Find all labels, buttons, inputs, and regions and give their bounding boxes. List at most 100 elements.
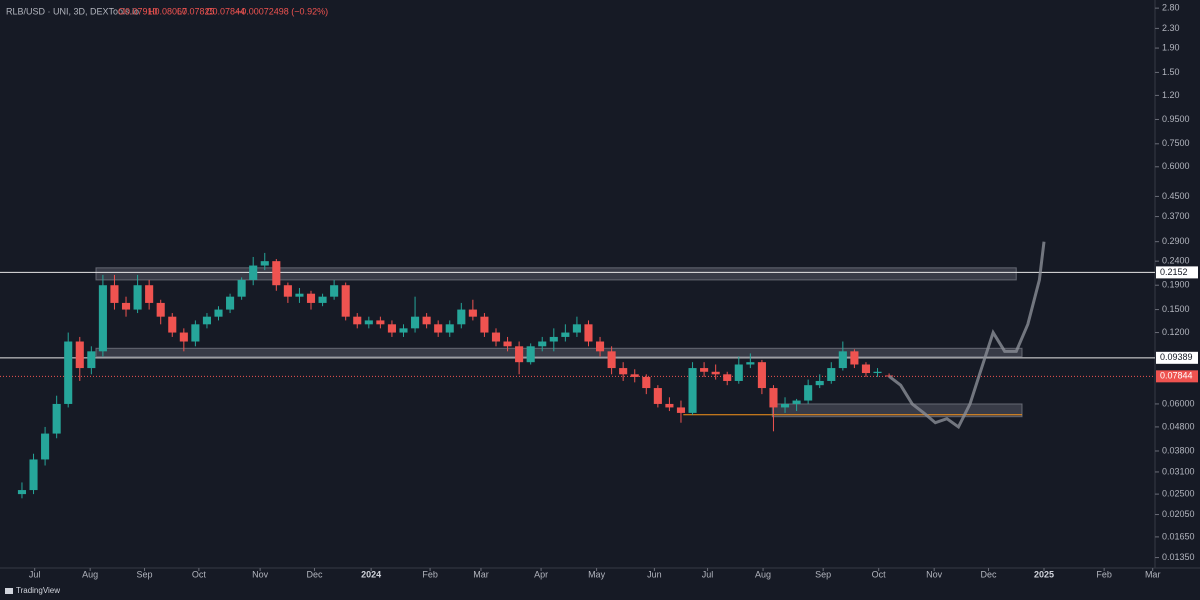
brand: TradingView bbox=[5, 586, 60, 595]
y-tick-label: 2.80 bbox=[1162, 3, 1180, 13]
y-tick-label: 0.1200 bbox=[1162, 327, 1190, 337]
candle-body bbox=[110, 285, 119, 303]
candle-body bbox=[827, 368, 836, 381]
brand-name: TradingView bbox=[16, 586, 60, 595]
zone bbox=[95, 267, 1017, 281]
candle-body bbox=[480, 316, 489, 333]
candle-body bbox=[283, 285, 292, 297]
level-label-box bbox=[1156, 351, 1198, 364]
candle-body bbox=[364, 320, 373, 325]
zone bbox=[95, 347, 1023, 358]
candle-body bbox=[630, 374, 639, 377]
candle-body bbox=[873, 371, 882, 374]
x-tick-label: Feb bbox=[1096, 569, 1112, 579]
y-tick-label: 0.3700 bbox=[1162, 211, 1190, 221]
y-tick-label: 1.50 bbox=[1162, 67, 1180, 77]
x-tick-label: Nov bbox=[252, 569, 269, 579]
candle-body bbox=[64, 341, 73, 404]
candle-body bbox=[387, 324, 396, 333]
candle-body bbox=[700, 368, 709, 372]
y-tick-label: 0.1900 bbox=[1162, 280, 1190, 290]
candle-body bbox=[399, 328, 408, 333]
candle-body bbox=[676, 407, 686, 413]
y-tick-label: 0.4500 bbox=[1162, 191, 1190, 201]
brand-logo bbox=[5, 588, 13, 594]
y-tick-label: 2.30 bbox=[1162, 23, 1180, 33]
candle-body bbox=[769, 388, 778, 408]
candle-body bbox=[52, 403, 61, 434]
candle-body bbox=[98, 285, 107, 352]
last-price-label: 0.07844 bbox=[1160, 371, 1193, 381]
candle-body bbox=[711, 371, 720, 375]
candle-body bbox=[168, 316, 177, 333]
candle-body bbox=[411, 316, 420, 329]
x-tick-label: Oct bbox=[192, 569, 207, 579]
x-tick-label: Aug bbox=[755, 569, 771, 579]
candle-body bbox=[885, 375, 894, 377]
y-tick-label: 0.03800 bbox=[1162, 445, 1195, 455]
candle-body bbox=[653, 388, 662, 404]
candle-body bbox=[29, 459, 38, 491]
candle-body bbox=[526, 346, 535, 363]
open: O0.07910 bbox=[118, 6, 158, 16]
candle-body bbox=[688, 368, 697, 413]
candle-body bbox=[804, 385, 813, 401]
x-tick-label: Jul bbox=[29, 569, 41, 579]
y-tick-label: 0.01650 bbox=[1162, 531, 1195, 541]
candle-body bbox=[295, 293, 304, 297]
x-tick-label: Apr bbox=[534, 569, 548, 579]
candle-body bbox=[133, 285, 142, 310]
projection-path bbox=[888, 241, 1046, 430]
candle-body bbox=[850, 351, 859, 365]
candle-body bbox=[607, 351, 616, 369]
x-tick-label: Dec bbox=[981, 569, 998, 579]
candle-body bbox=[237, 279, 246, 297]
x-tick-label: Dec bbox=[306, 569, 323, 579]
x-tick-label: Nov bbox=[926, 569, 943, 579]
candle-body bbox=[584, 324, 593, 342]
y-tick-label: 0.02500 bbox=[1162, 488, 1195, 498]
change: −0.00072498 (−0.92%) bbox=[236, 6, 328, 16]
candle-body bbox=[595, 341, 605, 352]
candle-body bbox=[272, 261, 281, 286]
candle-body bbox=[792, 400, 801, 404]
candle-body bbox=[260, 261, 269, 266]
candle-body bbox=[330, 285, 339, 297]
x-tick-label: Sep bbox=[815, 569, 831, 579]
candle-body bbox=[815, 380, 824, 386]
x-tick-label: Jul bbox=[702, 569, 714, 579]
y-tick-label: 0.6000 bbox=[1162, 161, 1190, 171]
candle-body bbox=[723, 374, 732, 381]
x-tick-label: Feb bbox=[422, 569, 438, 579]
y-tick-label: 0.2400 bbox=[1162, 256, 1190, 266]
chart-header: RLB/USD · UNI, 3D, DEXTools.io O0.07910 … bbox=[6, 6, 328, 16]
candle-body bbox=[191, 324, 200, 342]
y-tick-label: 0.04800 bbox=[1162, 421, 1195, 431]
candle-body bbox=[145, 285, 154, 303]
candle-body bbox=[17, 490, 27, 495]
x-tick-label: May bbox=[588, 569, 606, 579]
candle-body bbox=[306, 293, 316, 303]
x-tick-label: Oct bbox=[872, 569, 887, 579]
y-tick-label: 0.1500 bbox=[1162, 304, 1190, 314]
candle-body bbox=[353, 316, 362, 325]
candle-body bbox=[422, 316, 431, 325]
candle-body bbox=[468, 309, 477, 317]
x-tick-label: Mar bbox=[1145, 569, 1161, 579]
level-label: 0.2152 bbox=[1160, 267, 1188, 277]
symbol: RLB/USD · UNI, 3D, DEXTools.io bbox=[6, 6, 139, 16]
candle-body bbox=[445, 324, 454, 333]
candle-body bbox=[457, 309, 466, 325]
candle-body bbox=[665, 403, 674, 408]
candle-body bbox=[41, 433, 50, 460]
candle-body bbox=[757, 362, 766, 389]
candle-body bbox=[549, 336, 558, 342]
candle-body bbox=[734, 364, 743, 381]
candle-body bbox=[434, 324, 443, 333]
high: H0.08067 bbox=[148, 6, 187, 16]
candle-body bbox=[619, 368, 628, 375]
candle-body bbox=[642, 376, 651, 389]
candle-body bbox=[561, 332, 570, 337]
